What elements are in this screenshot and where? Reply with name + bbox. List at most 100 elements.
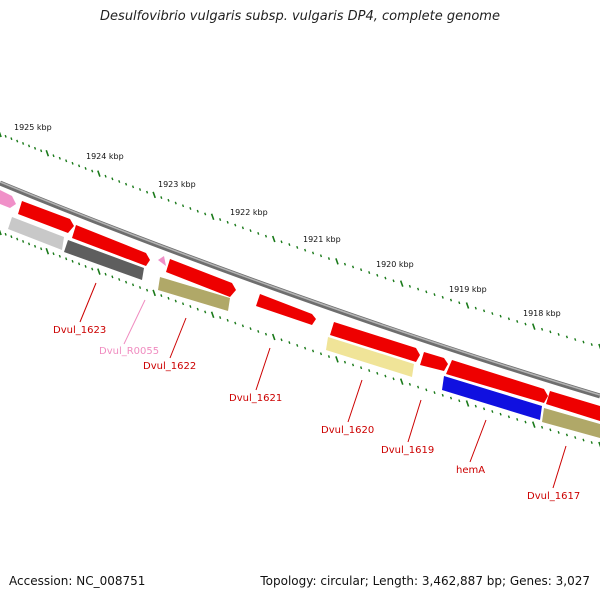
ruler-minor-tick [351,265,355,269]
gene-arrow-pink[interactable] [0,190,16,208]
ruler-minor-tick [408,284,411,288]
ruler-minor-tick [65,159,68,163]
gene-block-yellow-1620[interactable] [326,337,414,377]
ruler-minor-tick [138,188,142,191]
ruler-minor-tick [71,259,74,263]
ruler-minor-tick [10,235,13,239]
ruler-minor-tick [384,374,387,378]
ruler-minor-tick [574,436,577,439]
ruler-minor-tick [204,310,207,314]
ruler-minor-tick [351,363,355,367]
gene-arrow-rna-pink[interactable] [158,256,166,266]
gene-arrow-dvul-1621[interactable] [256,294,316,325]
reverse-genes [8,217,600,438]
ruler-minor-tick [507,415,510,419]
ruler-minor-tick [549,428,552,432]
ruler-major-tick [399,378,404,385]
ruler-minor-tick [280,338,283,342]
gene-arrow-dvul-1622[interactable] [166,259,236,297]
ruler-minor-tick [565,433,569,437]
ruler-minor-tick [360,268,363,272]
ruler-minor-tick [234,321,237,325]
ruler-minor-tick [384,276,387,280]
ruler-major-tick [152,191,156,199]
ruler-minor-tick [590,343,593,346]
ruler-minor-tick [40,247,43,251]
ruler-minor-tick [441,393,444,397]
gene-block-olive-1622[interactable] [158,277,230,311]
ruler-minor-tick [249,229,252,233]
ruler-minor-tick [131,185,135,189]
ruler-minor-tick [491,312,494,315]
ruler-minor-tick [449,298,453,302]
ruler-major-tick [97,170,101,177]
ruler-minor-tick [226,220,229,224]
ruler-minor-tick [33,244,37,248]
ruler-track-top [0,131,600,350]
kbp-label: 1921 kbp [303,235,341,244]
ruler-minor-tick [433,293,436,297]
ruler-major-tick [598,343,600,350]
ruler-major-tick [0,131,2,138]
ruler-minor-tick [557,430,560,434]
gene-block-grey-light[interactable] [8,217,64,250]
gene-arrow-dvul-1623a[interactable] [18,201,74,233]
ruler-major-tick [97,268,101,275]
kbp-label: 1925 kbp [14,123,52,132]
gene-label[interactable]: Dvul_1620 [321,425,374,436]
ruler-minor-tick [22,240,25,243]
gene-label-group: Dvul_1623 Dvul_R0055 Dvul_1622 Dvul_1621… [53,325,580,502]
gene-arrow-dvul-1620[interactable] [330,322,420,362]
ruler-minor-tick [304,248,307,252]
leader-line [255,347,271,391]
ruler-minor-tick [582,438,585,442]
leader-line [469,419,487,463]
gene-block-olive-1617[interactable] [542,408,600,438]
ruler-major-tick [271,333,276,341]
gene-block-blue-hema[interactable] [442,376,542,420]
gene-arrow-dvul-1617[interactable] [546,391,600,421]
ruler-major-tick [152,289,156,297]
ruler-minor-tick [474,404,477,408]
gene-label[interactable]: Dvul_R0055 [99,346,159,357]
ruler-minor-tick [425,290,428,294]
leader-line [79,282,97,323]
ruler-minor-tick [4,134,7,138]
gene-label[interactable]: Dvul_1619 [381,445,434,456]
gene-block-grey-dark[interactable] [64,240,144,280]
gene-arrow-dvul-1619[interactable] [420,352,448,371]
ruler-minor-tick [516,320,519,323]
kbp-label: 1920 kbp [376,260,414,269]
gene-label[interactable]: Dvul_1621 [229,393,282,404]
ruler-minor-tick [417,287,420,291]
ruler-minor-tick [482,309,486,313]
gene-label[interactable]: Dvul_1617 [527,491,580,502]
ruler-minor-tick [590,441,593,444]
gene-arrow-hema-red[interactable] [446,360,548,403]
ruler-track-bottom [0,229,600,448]
gene-arrow-dvul-1623b[interactable] [72,225,150,266]
ruler-minor-tick [181,302,185,306]
ruler-minor-tick [311,251,315,255]
ruler-minor-tick [104,272,107,276]
ruler-minor-tick [40,149,43,153]
ruler-minor-tick [376,273,379,277]
kbp-label-group: 1925 kbp 1924 kbp 1923 kbp 1922 kbp 1921… [14,123,561,318]
ruler-minor-tick [360,366,363,370]
gene-label[interactable]: hemA [456,465,485,476]
ruler-minor-tick [111,177,114,181]
ruler-major-tick [399,280,404,287]
ruler-minor-tick [392,377,395,381]
ruler-major-tick [45,149,50,157]
gene-label[interactable]: Dvul_1622 [143,361,196,372]
accession-text: Accession: NC_008751 [9,574,146,588]
ruler-minor-tick [27,242,31,246]
gene-label[interactable]: Dvul_1623 [53,325,106,336]
ruler-minor-tick [77,164,81,168]
ruler-minor-tick [125,280,128,284]
ruler-minor-tick [219,316,222,319]
ruler-minor-tick [84,265,87,268]
ruler-minor-tick [27,144,31,148]
ruler-minor-tick [58,156,61,160]
